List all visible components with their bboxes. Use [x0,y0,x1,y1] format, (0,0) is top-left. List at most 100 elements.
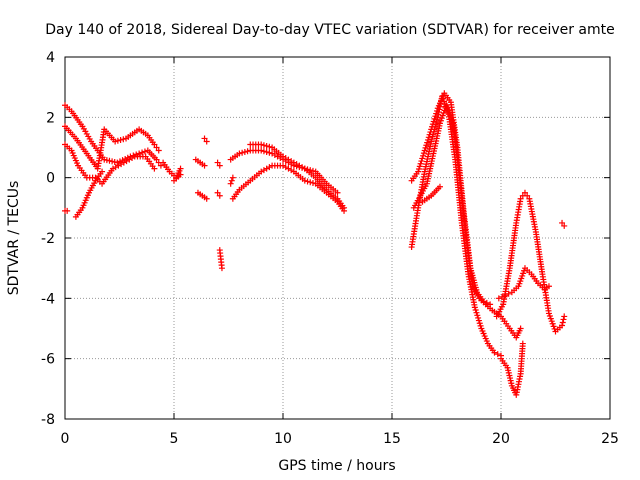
data-point-interp [475,314,482,321]
y-tick-label: -2 [41,231,55,247]
data-point-interp [417,160,424,167]
data-point-interp [114,137,121,144]
data-point-interp [473,309,480,316]
data-point-interp [559,319,566,326]
data-point [112,138,119,145]
data-point [151,165,158,172]
data-point [218,265,225,272]
data-point-interp [260,148,267,155]
data-point-interp [420,150,427,157]
data-point [203,195,210,202]
data-point-interp [477,322,484,329]
data-point [491,349,498,356]
data-point [203,138,210,145]
data-point [153,156,160,163]
data-point [561,222,568,229]
x-tick-label: 5 [170,431,179,447]
data-point [177,165,184,172]
data-point-interp [416,163,423,170]
data-point [258,147,265,154]
series-arc-15 [247,141,348,211]
data-point [236,150,243,157]
data-point-interp [420,152,427,159]
data-point-interp [433,107,440,114]
data-point-interp [153,144,160,151]
data-point-interp [433,110,440,117]
data-point-interp [244,148,251,155]
data-point-interp [109,158,116,165]
data-point [561,313,568,320]
data-point [517,325,524,332]
data-point-interp [429,123,436,130]
series-arc-18 [408,93,504,359]
data-point [114,159,121,166]
x-tick-label: 0 [61,431,70,447]
grid [65,57,610,419]
data-point-interp [560,316,567,323]
data-point-interp [111,158,118,165]
data-point [301,177,308,184]
data-point-interp [266,149,273,156]
series-arc-17 [227,174,236,187]
data-point-interp [423,142,430,149]
data-point [415,168,422,175]
series-arc-8 [192,156,208,169]
data-point [258,141,265,148]
data-point [428,126,435,133]
x-axis: 0 5 10 15 20 25 [61,57,619,447]
y-axis: -8 -6 -4 -2 0 2 4 [41,50,610,428]
y-tick-label: 2 [46,110,55,126]
data-point [521,189,528,196]
data-point-interp [432,113,439,120]
data-point [334,189,341,196]
y-axis-label: SDTVAR / TECUs [6,181,22,296]
data-point-interp [427,129,434,136]
x-tick-label: 20 [492,431,510,447]
data-point-interp [505,290,512,297]
data-point-interp [139,149,146,156]
series-arc-10 [201,135,210,145]
data-point [201,135,208,142]
data-point-interp [304,178,311,185]
data-point-interp [116,158,123,165]
data-point-interp [419,155,426,162]
series-arc-3 [62,141,158,187]
data-point [99,168,106,175]
data-point-interp [426,131,433,138]
data-point-interp [424,139,431,146]
data-point-interp [499,293,506,300]
data-point-interp [307,179,314,186]
data-point [155,147,162,154]
data-point [502,292,509,299]
series-arc-23 [493,189,568,335]
series-arc-22 [498,340,526,398]
data-point [341,207,348,214]
data-point [151,141,158,148]
data-point-interp [309,179,316,186]
data-point-interp [430,118,437,125]
data-point-interp [241,149,248,156]
data-point-interp [239,149,246,156]
data-point [495,295,502,302]
series-arc-11 [214,159,223,169]
series-arc-14 [227,147,341,196]
data-point-interp [472,307,479,314]
data-point-interp [424,136,431,143]
data-point [101,156,108,163]
data-point [229,174,236,181]
series-arc-20 [410,102,524,341]
series-arc-7 [171,171,184,184]
data-point-interp [228,177,235,184]
data-point [559,322,566,329]
data-point-interp [141,148,148,155]
data-point-interp [260,142,267,149]
data-point [471,304,478,311]
data-point-interp [103,157,110,164]
data-point [421,147,428,154]
data-point-interp [429,121,436,128]
data-point [177,171,184,178]
series-arc-24 [495,265,552,302]
series-arc-9 [194,189,210,202]
data-point-interp [263,149,270,156]
data-point-interp [415,165,422,172]
